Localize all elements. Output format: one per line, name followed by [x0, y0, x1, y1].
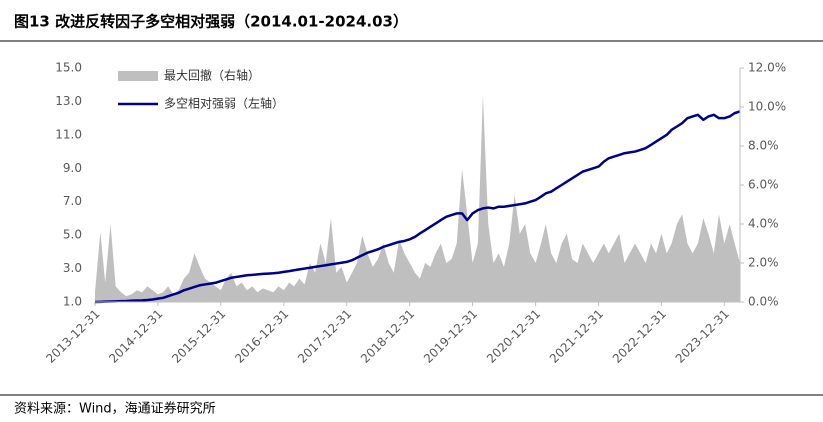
x-tick-label: 2020-12-31 [484, 307, 543, 366]
y-tick-label: 5.0 [63, 228, 82, 242]
y-tick-label: 1.0 [63, 295, 82, 309]
x-tick-label: 2018-12-31 [358, 307, 417, 366]
legend-label: 多空相对强弱（左轴） [164, 96, 284, 111]
y-tick-label: 9.0 [63, 161, 82, 175]
drawdown-area [95, 95, 740, 302]
x-tick-label: 2013-12-31 [43, 307, 102, 366]
y-tick-label: 3.0 [63, 261, 82, 275]
strength-line [94, 110, 741, 304]
x-tick-label: 2022-12-31 [610, 307, 669, 366]
legend-swatch [118, 71, 158, 81]
x-tick-label: 2017-12-31 [295, 307, 354, 366]
y2-tick-label: 10.0% [748, 100, 786, 114]
x-tick-label: 2019-12-31 [421, 307, 480, 366]
y2-tick-label: 6.0% [748, 178, 779, 192]
x-tick-label: 2015-12-31 [169, 307, 228, 366]
chart-title: 图13 改进反转因子多空相对强弱（2014.01-2024.03） [14, 13, 408, 31]
y2-tick-label: 0.0% [748, 295, 779, 309]
legend-label: 最大回撤（右轴） [164, 68, 260, 83]
x-tick-label: 2016-12-31 [232, 307, 291, 366]
y-tick-label: 13.0 [55, 94, 82, 108]
y-tick-label: 11.0 [55, 127, 82, 141]
y-tick-label: 15.0 [55, 61, 82, 75]
y2-tick-label: 12.0% [748, 61, 786, 75]
y2-tick-label: 8.0% [748, 139, 779, 153]
x-tick-label: 2023-12-31 [673, 307, 732, 366]
source: 资料来源：Wind，海通证券研究所 [14, 401, 216, 417]
y2-tick-label: 2.0% [748, 256, 779, 270]
y2-tick-label: 4.0% [748, 217, 779, 231]
y-tick-label: 7.0 [63, 194, 82, 208]
x-tick-label: 2021-12-31 [547, 307, 606, 366]
x-tick-label: 2014-12-31 [106, 307, 165, 366]
